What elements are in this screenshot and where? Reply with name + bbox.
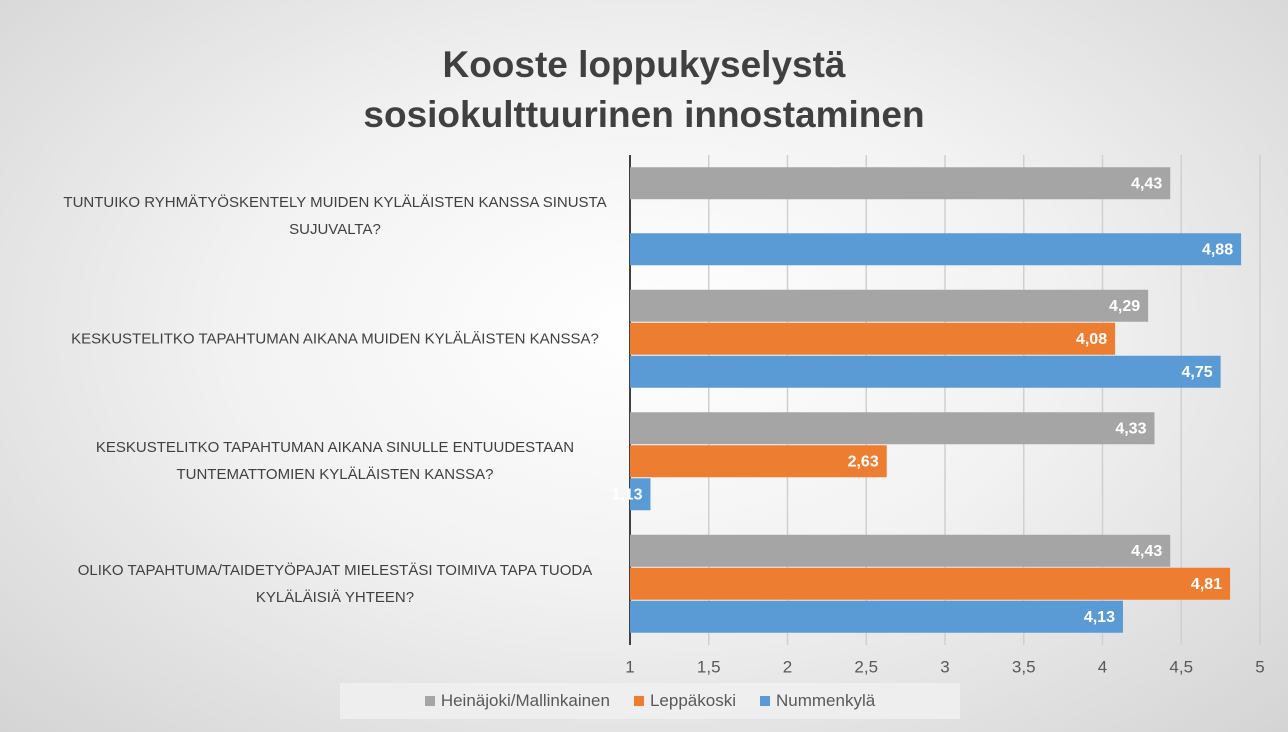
x-tick-label: 1 [625,657,634,676]
legend-label: Heinäjoki/Mallinkainen [440,691,610,710]
data-label: 4,08 [1076,331,1107,348]
data-label: 4,88 [1202,241,1233,258]
legend-swatch [633,696,644,706]
data-label: 4,43 [1131,175,1162,192]
data-label: 4,33 [1115,420,1146,437]
data-label: 4,43 [1131,543,1162,560]
data-label: 2,63 [848,453,879,470]
legend-item: Leppäkoski [633,691,736,711]
legend-label: Nummenkylä [775,691,876,710]
data-label: 4,29 [1109,298,1140,315]
category-label: KESKUSTELITKO TAPAHTUMAN AIKANA SINULLE … [95,439,575,484]
legend-item: Nummenkylä [759,691,876,711]
bar [630,289,1149,322]
bar [630,322,1116,355]
x-tick-label: 2 [783,657,792,676]
data-label: 1,13 [611,486,642,503]
bar [630,355,1221,388]
x-tick-label: 3,5 [1012,657,1036,676]
legend-label: Leppäkoski [649,691,736,710]
bar [630,567,1231,600]
category-label: TUNTUIKO RYHMÄTYÖSKENTELY MUIDEN KYLÄLÄI… [63,194,607,239]
x-tick-label: 3 [940,657,949,676]
data-label: 4,75 [1181,364,1212,381]
bar [630,600,1123,633]
bar [630,445,887,478]
bar [630,412,1155,445]
x-tick-label: 1,5 [697,657,721,676]
category-label: KESKUSTELITKO TAPAHTUMAN AIKANA MUIDEN K… [71,330,599,348]
x-tick-label: 4,5 [1169,657,1193,676]
bar [630,534,1171,567]
category-label: OLIKO TAPAHTUMA/TAIDETYÖPAJAT MIELESTÄSI… [77,561,593,606]
x-tick-label: 2,5 [854,657,878,676]
bar [630,478,651,511]
chart-title: Kooste loppukyselystä sosiokulttuurinen … [363,44,925,135]
x-tick-label: 5 [1255,657,1264,676]
data-label: 4,13 [1084,609,1115,626]
legend-swatch [759,696,770,706]
data-label: 4,81 [1191,576,1222,593]
legend-swatch [424,696,435,706]
legend-item: Heinäjoki/Mallinkainen [424,691,610,711]
x-tick-label: 4 [1098,657,1107,676]
bar [630,167,1171,200]
legend: Heinäjoki/Mallinkainen Leppäkoski Nummenky… [340,683,960,719]
bar [630,233,1242,266]
